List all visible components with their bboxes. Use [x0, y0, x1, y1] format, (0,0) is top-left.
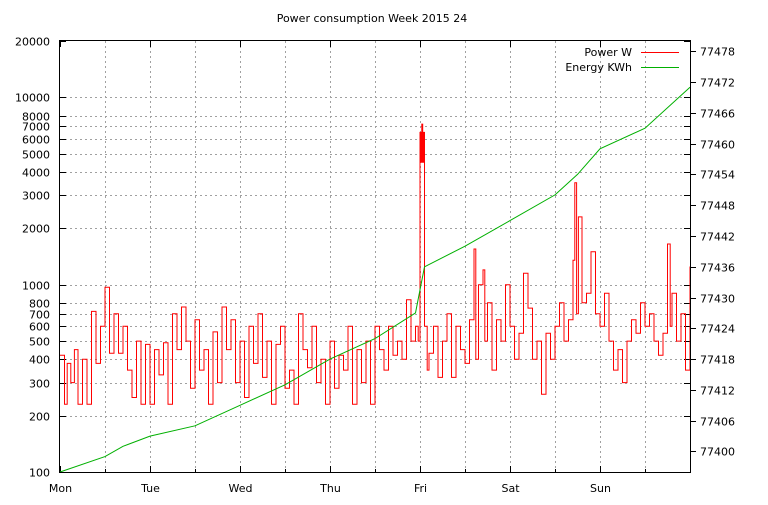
right-tick-label: 77460: [700, 139, 735, 152]
left-tick-label: 5000: [22, 149, 50, 162]
left-tick-label: 700: [29, 309, 50, 322]
right-tick-label: 77418: [700, 354, 735, 367]
right-tick-label: 77478: [700, 46, 735, 59]
left-tick-label: 400: [29, 354, 50, 367]
right-tick-label: 77472: [700, 77, 735, 90]
left-tick-label: 7000: [22, 121, 50, 134]
x-tick-label: Thu: [319, 482, 341, 495]
left-tick-label: 500: [29, 336, 50, 349]
left-tick-label: 8000: [22, 111, 50, 124]
series-layer: [59, 86, 691, 473]
right-tick-label: 77448: [700, 200, 735, 213]
legend-label: Energy KWh: [565, 61, 632, 74]
right-tick-label: 77466: [700, 108, 735, 121]
left-tick-label: 300: [29, 378, 50, 391]
left-tick-label: 6000: [22, 134, 50, 147]
right-tick-label: 77412: [700, 385, 735, 398]
left-tick-label: 3000: [22, 190, 50, 203]
left-tick-label: 4000: [22, 167, 50, 180]
right-tick-label: 77436: [700, 262, 735, 275]
right-tick-label: 77400: [700, 446, 735, 459]
legend-label: Power W: [584, 46, 632, 59]
x-axis: Mon Tue Wed Thu Fri Sat Sun: [49, 41, 646, 495]
right-tick-label: 77454: [700, 169, 735, 182]
right-tick-label: 77406: [700, 416, 735, 429]
left-tick-label: 800: [29, 298, 50, 311]
legend: Power W Energy KWh: [565, 46, 679, 74]
left-tick-label: 200: [29, 411, 50, 424]
right-axis: 77400 77406 77412 77418 77424 77430 77436 77442…: [690, 46, 735, 459]
chart-title: Power consumption Week 2015 24: [277, 12, 468, 25]
x-tick-label: Tue: [140, 482, 160, 495]
plot-frame: [59, 40, 691, 473]
left-tick-label: 600: [29, 321, 50, 334]
grid-layer: [60, 41, 690, 472]
x-tick-label: Sat: [501, 482, 520, 495]
left-tick-label: 10000: [15, 92, 50, 105]
right-tick-label: 77430: [700, 293, 735, 306]
x-tick-label: Mon: [49, 482, 72, 495]
left-tick-label: 100: [29, 467, 50, 480]
x-tick-label: Fri: [414, 482, 427, 495]
right-tick-label: 77442: [700, 231, 735, 244]
series-line-power-w: [60, 123, 691, 405]
right-tick-label: 77424: [700, 323, 735, 336]
x-tick-label: Wed: [229, 482, 253, 495]
left-tick-label: 1000: [22, 280, 50, 293]
left-tick-label: 20000: [15, 36, 50, 49]
left-tick-label: 2000: [22, 223, 50, 236]
x-tick-label: Sun: [590, 482, 611, 495]
series-line-energy-kwh: [59, 86, 691, 473]
